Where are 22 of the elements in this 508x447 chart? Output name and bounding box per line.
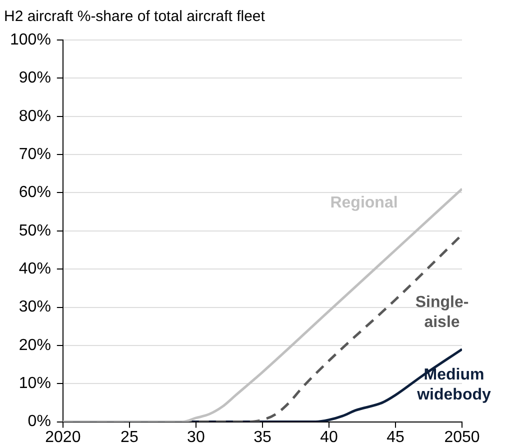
y-tick-label: 10% xyxy=(18,375,51,392)
series-label: Regional xyxy=(330,194,398,212)
y-tick-label: 0% xyxy=(28,413,51,430)
x-tick-label: 25 xyxy=(120,428,138,446)
x-tick-label: 35 xyxy=(254,428,272,446)
y-tick-label: 70% xyxy=(18,146,51,163)
x-tick-label: 2020 xyxy=(45,428,81,446)
y-tick-label: 100% xyxy=(10,31,51,48)
y-tick-label: 40% xyxy=(18,260,51,278)
y-tick-label: 80% xyxy=(18,108,51,125)
series-label: Single-aisle xyxy=(415,294,469,332)
x-tick-label: 2050 xyxy=(444,428,480,446)
y-tick-label: 30% xyxy=(18,298,51,316)
y-tick-label: 60% xyxy=(18,184,51,202)
y-tick-label: 20% xyxy=(18,336,51,354)
y-tick-label: 90% xyxy=(18,70,51,87)
series-label: Medium widebody xyxy=(416,366,491,404)
chart-title: H2 aircraft %-share of total aircraft fleet xyxy=(4,8,266,26)
x-tick-label: 45 xyxy=(386,428,404,446)
x-tick-label: 40 xyxy=(320,428,338,446)
y-tick-label: 50% xyxy=(18,222,51,240)
x-tick-label: 30 xyxy=(187,428,205,446)
